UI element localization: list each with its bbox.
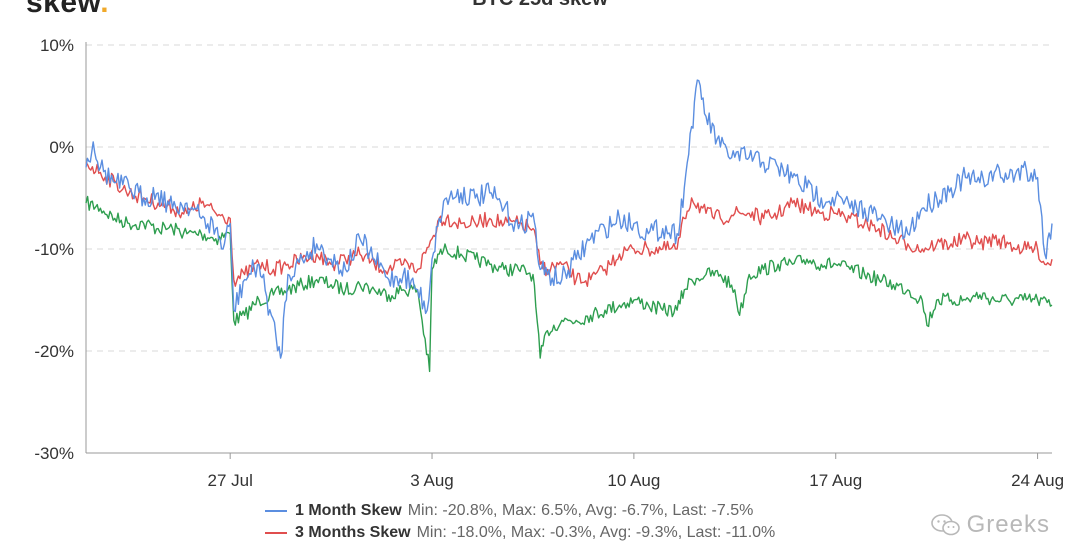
legend-swatch-1-month [265, 510, 287, 512]
x-tick-label: 27 Jul [207, 471, 252, 490]
legend-stats-1-month: Min: -20.8%, Max: 6.5%, Avg: -6.7%, Last… [407, 502, 754, 519]
y-tick-label: -10% [34, 240, 74, 259]
x-tick-label: 17 Aug [809, 471, 862, 490]
y-tick-label: 0% [49, 138, 74, 157]
legend-swatch-3-months [265, 532, 287, 534]
legend-name-1-month: 1 Month Skew [295, 502, 402, 519]
series-line-third[interactable] [85, 195, 1053, 373]
series-lines [85, 79, 1053, 373]
logo-text: skew [26, 0, 101, 19]
legend-stats-3-months: Min: -18.0%, Max: -0.3%, Avg: -9.3%, Las… [416, 524, 776, 541]
x-tick-label: 24 Aug [1011, 471, 1064, 490]
axes [85, 42, 1052, 459]
watermark-text: Greeks [966, 511, 1050, 538]
skew-logo: skew. [26, 0, 109, 20]
tick-labels: 10% 0% -10% -20% -30% 27 Jul 3 Aug 10 Aug 17 Aug… [34, 36, 1064, 490]
y-tick-label: -20% [34, 342, 74, 361]
legend: 1 Month Skew Min: -20.8%, Max: 6.5%, Avg… [265, 500, 775, 544]
y-tick-label: -30% [34, 444, 74, 463]
x-tick-label: 3 Aug [410, 471, 454, 490]
logo-dot: . [100, 0, 110, 19]
wechat-icon [930, 514, 960, 536]
series-line-1-month[interactable] [85, 79, 1053, 359]
legend-item-3-months[interactable]: 3 Months Skew Min: -18.0%, Max: -0.3%, A… [265, 522, 775, 544]
x-tick-label: 10 Aug [607, 471, 660, 490]
skew-line-chart: 10% 0% -10% -20% -30% 27 Jul 3 Aug 10 Aug 17 Aug… [34, 36, 1064, 490]
legend-item-1-month[interactable]: 1 Month Skew Min: -20.8%, Max: 6.5%, Avg… [265, 500, 775, 522]
legend-name-3-months: 3 Months Skew [295, 524, 411, 541]
grid-lines [86, 44, 1052, 352]
y-tick-label: 10% [40, 36, 74, 55]
chart-title: BTC 25d skew [0, 0, 1080, 11]
greeks-watermark: Greeks [930, 511, 1050, 539]
